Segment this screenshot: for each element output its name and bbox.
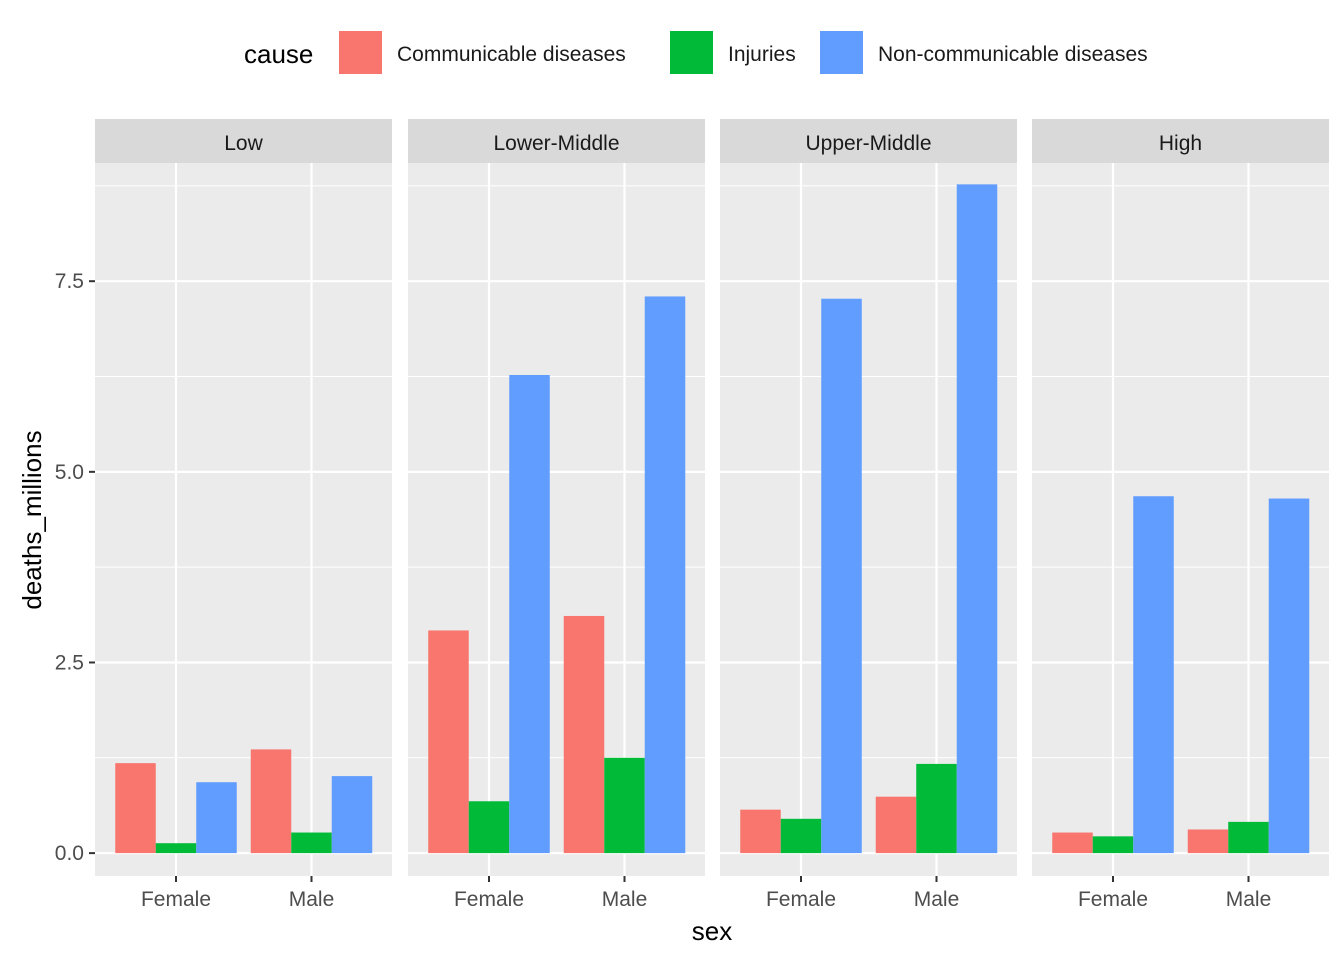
bar-low-female-injuries (155, 843, 197, 854)
facet-panel-high: High Female Male (1032, 119, 1329, 911)
y-tick-label: 7.5 (55, 270, 84, 293)
bar-high-male-communicable-diseases (1187, 829, 1229, 854)
x-tick-label: Female (1078, 888, 1148, 911)
facet-strip-label: Lower-Middle (493, 132, 619, 155)
bar-high-female-non-communicable-diseases (1133, 496, 1174, 854)
bar-high-female-communicable-diseases (1052, 832, 1093, 854)
facet-strip-label: High (1159, 132, 1202, 155)
bar-upper-middle-female-non-communicable-diseases (821, 298, 862, 854)
legend-key-injuries (670, 31, 713, 74)
bar-low-female-non-communicable-diseases (196, 782, 237, 854)
legend-label-communicable-diseases: Communicable diseases (397, 43, 626, 66)
y-tick-label: 0.0 (55, 842, 84, 865)
bar-high-female-injuries (1092, 836, 1134, 854)
legend-key-non-communicable-diseases (820, 31, 863, 74)
x-tick-label: Male (1226, 888, 1272, 911)
bar-low-female-communicable-diseases (115, 763, 156, 854)
legend-title: cause (244, 39, 313, 69)
bar-lower-middle-male-communicable-diseases (563, 615, 605, 854)
bar-lower-middle-female-communicable-diseases (428, 630, 469, 854)
bar-high-male-non-communicable-diseases (1268, 498, 1310, 854)
x-tick-label: Female (141, 888, 211, 911)
x-tick-label: Male (602, 888, 648, 911)
facet-panel-lower-middle: Lower-Middle Female Male (408, 119, 705, 911)
x-axis-title: sex (692, 916, 732, 946)
facet-strip (1032, 119, 1329, 163)
y-tick-label: 5.0 (55, 461, 84, 484)
legend-label-non-communicable-diseases: Non-communicable diseases (878, 43, 1148, 66)
x-tick-label: Female (766, 888, 836, 911)
facet-strip (720, 119, 1017, 163)
bar-lower-middle-male-non-communicable-diseases (644, 296, 686, 854)
x-tick-label: Female (454, 888, 524, 911)
bar-low-male-non-communicable-diseases (331, 776, 373, 854)
bar-low-male-communicable-diseases (250, 749, 292, 854)
bar-upper-middle-female-injuries (780, 818, 822, 854)
facet-panel-low: Low Female Male (95, 119, 392, 911)
facet-panel-upper-middle: Upper-Middle Female Male (720, 119, 1017, 911)
facet-strip (408, 119, 705, 163)
bar-lower-middle-female-injuries (468, 801, 510, 854)
legend: cause Communicable diseases Injuries Non-co… (244, 31, 1148, 74)
facet-strip-label: Upper-Middle (805, 132, 931, 155)
facet-strip-label: Low (224, 132, 263, 155)
bar-upper-middle-male-communicable-diseases (875, 796, 917, 854)
legend-key-communicable-diseases (339, 31, 382, 74)
bar-low-male-injuries (291, 832, 332, 854)
facet-strip (95, 119, 392, 163)
y-axis-title: deaths_millions (17, 430, 47, 609)
bar-upper-middle-female-communicable-diseases (740, 809, 781, 854)
legend-label-injuries: Injuries (728, 43, 796, 66)
x-tick-label: Male (289, 888, 335, 911)
bar-lower-middle-female-non-communicable-diseases (509, 374, 550, 854)
bar-lower-middle-male-injuries (604, 757, 645, 854)
bar-upper-middle-male-injuries (916, 763, 957, 854)
bar-upper-middle-male-non-communicable-diseases (956, 184, 998, 854)
y-tick-label: 2.5 (55, 651, 84, 674)
y-axis: 0.0 2.5 5.0 7.5 (55, 270, 95, 865)
x-tick-label: Male (914, 888, 960, 911)
bar-high-male-injuries (1228, 821, 1269, 854)
